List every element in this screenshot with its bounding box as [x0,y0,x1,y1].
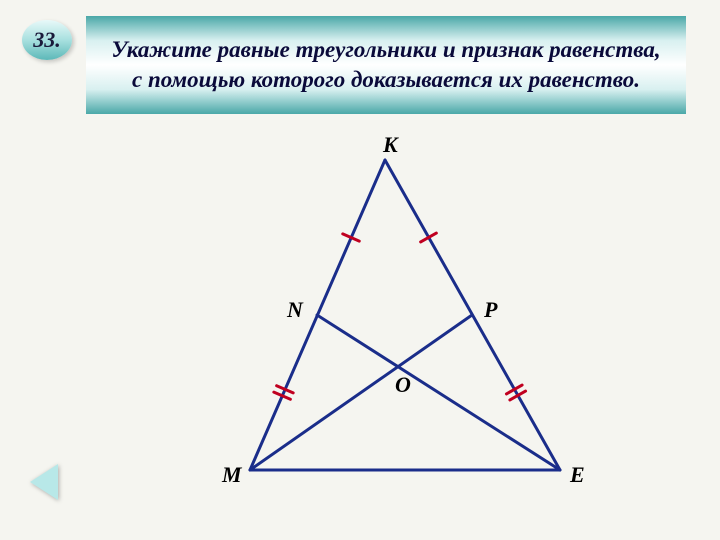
vertex-label-n: N [287,297,303,323]
problem-header: Укажите равные треугольники и признак ра… [86,16,686,114]
problem-number-badge: 33. [22,20,72,60]
problem-number: 33. [33,27,61,53]
vertex-label-p: P [484,297,497,323]
vertex-label-e: E [570,462,585,488]
vertex-label-m: M [222,462,242,488]
triangle-figure [160,130,580,510]
problem-text: Укажите равные треугольники и признак ра… [106,35,666,95]
back-arrow-icon[interactable] [30,464,58,500]
geometry-diagram: KMENPO [160,130,580,510]
vertex-label-k: K [383,132,398,158]
vertex-label-o: O [395,372,411,398]
